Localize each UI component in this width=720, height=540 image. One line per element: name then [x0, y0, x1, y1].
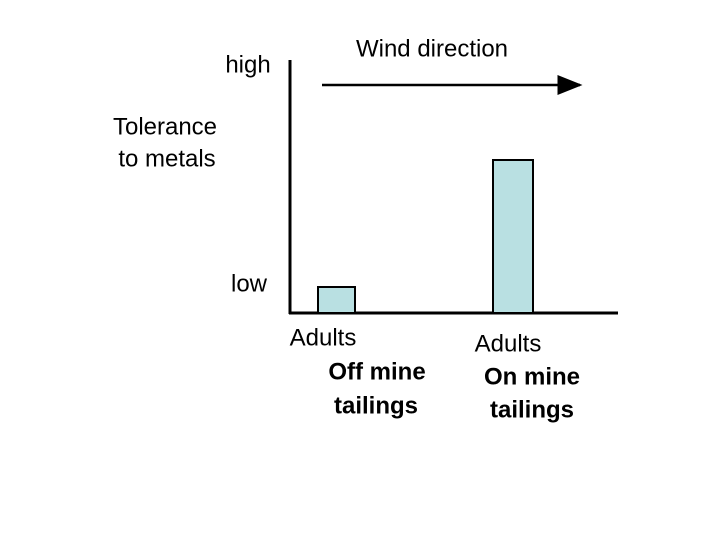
- group-label: Off mine: [328, 358, 425, 385]
- group-label: Adults: [475, 330, 542, 357]
- bar-on-mine: [492, 159, 534, 314]
- y-title: Tolerance: [113, 113, 217, 140]
- low-label: low: [231, 270, 268, 297]
- bar-off-mine: [317, 286, 356, 314]
- high-label: high: [225, 51, 270, 78]
- group-label: tailings: [490, 396, 574, 423]
- group-label: On mine: [484, 363, 580, 390]
- wind-label: Wind direction: [356, 35, 508, 62]
- group-label: tailings: [334, 392, 418, 419]
- group-label: Adults: [290, 324, 357, 351]
- y-title: to metals: [118, 145, 215, 172]
